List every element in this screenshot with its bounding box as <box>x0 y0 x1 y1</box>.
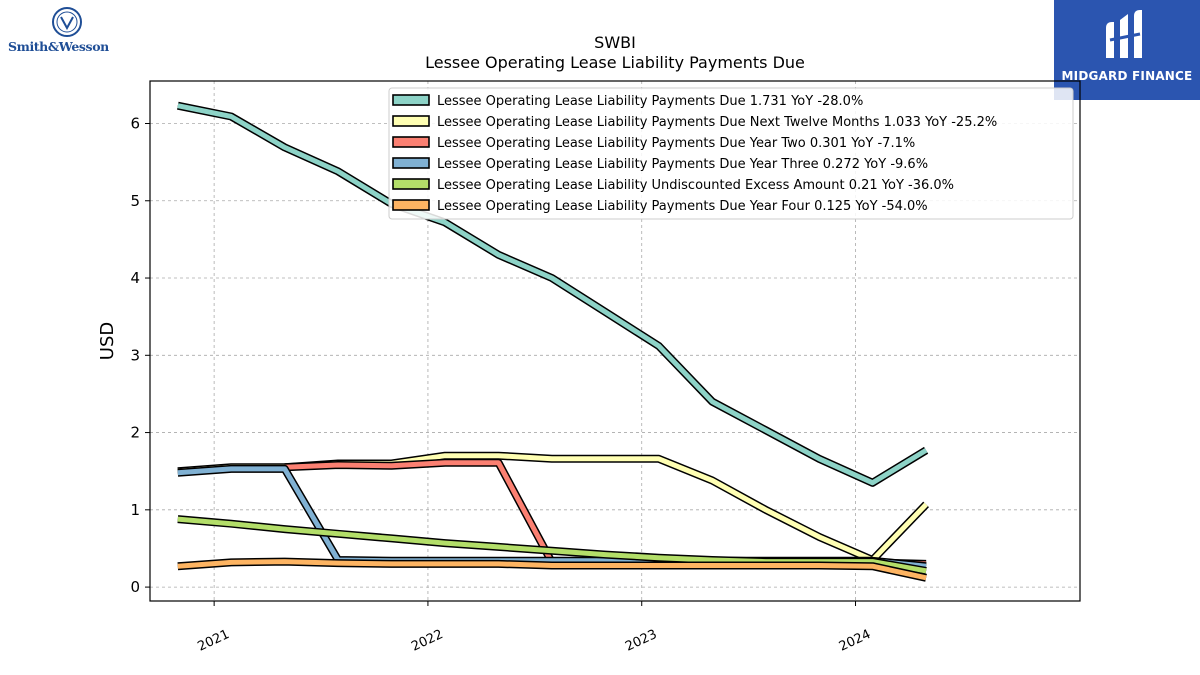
legend-entry-3: Lessee Operating Lease Liability Payment… <box>437 157 928 172</box>
legend-swatch-4 <box>392 178 430 190</box>
legend-swatch-3 <box>392 157 430 169</box>
legend-entry-0: Lessee Operating Lease Liability Payment… <box>437 94 863 109</box>
legend: Lessee Operating Lease Liability Payment… <box>388 87 1074 220</box>
y-tick-label: 2 <box>130 424 140 442</box>
x-tick-label: 2024 <box>837 627 873 655</box>
x-tick-label: 2022 <box>409 627 445 655</box>
legend-swatch-1 <box>392 115 430 127</box>
series-2-line <box>284 460 927 567</box>
y-tick-label: 1 <box>130 501 140 519</box>
y-tick-label: 5 <box>130 192 140 210</box>
chart-title: SWBI <box>594 33 636 52</box>
x-axis: 2021 2022 2023 2024 <box>195 601 873 655</box>
x-tick-label: 2023 <box>623 627 659 655</box>
plot-frame <box>149 80 1081 602</box>
partner-emblem-icon <box>1106 10 1142 58</box>
y-tick-label: 3 <box>130 346 140 364</box>
brand-wordmark: Smith&Wesson <box>8 39 109 54</box>
x-tick-label: 2021 <box>195 627 231 655</box>
y-tick-label: 4 <box>130 269 140 287</box>
legend-box <box>388 87 1074 220</box>
y-axis-label: USD <box>97 322 118 360</box>
partner-logo: MIDGARD FINANCE <box>1054 0 1200 100</box>
series-layer <box>177 101 929 582</box>
y-tick-label: 6 <box>130 114 140 132</box>
legend-swatch-0 <box>392 94 430 106</box>
series-2-outline <box>284 458 927 568</box>
legend-entry-5: Lessee Operating Lease Liability Payment… <box>437 199 928 214</box>
y-tick-label: 0 <box>130 578 140 596</box>
chart-subtitle: Lessee Operating Lease Liability Payment… <box>425 53 805 72</box>
brand-logo <box>6 6 131 58</box>
brand-seal-icon <box>52 7 82 37</box>
series-0-line <box>177 103 928 486</box>
legend-entry-1: Lessee Operating Lease Liability Payment… <box>437 115 997 130</box>
series-5-line <box>177 559 927 581</box>
legend-entry-4: Lessee Operating Lease Liability Undisco… <box>437 178 954 193</box>
partner-name: MIDGARD FINANCE <box>1061 69 1193 83</box>
legend-swatch-2 <box>392 136 430 148</box>
legend-entry-2: Lessee Operating Lease Liability Payment… <box>437 136 915 151</box>
y-axis: 0 1 2 3 4 5 6 <box>130 114 150 596</box>
legend-swatch-5 <box>392 199 430 211</box>
